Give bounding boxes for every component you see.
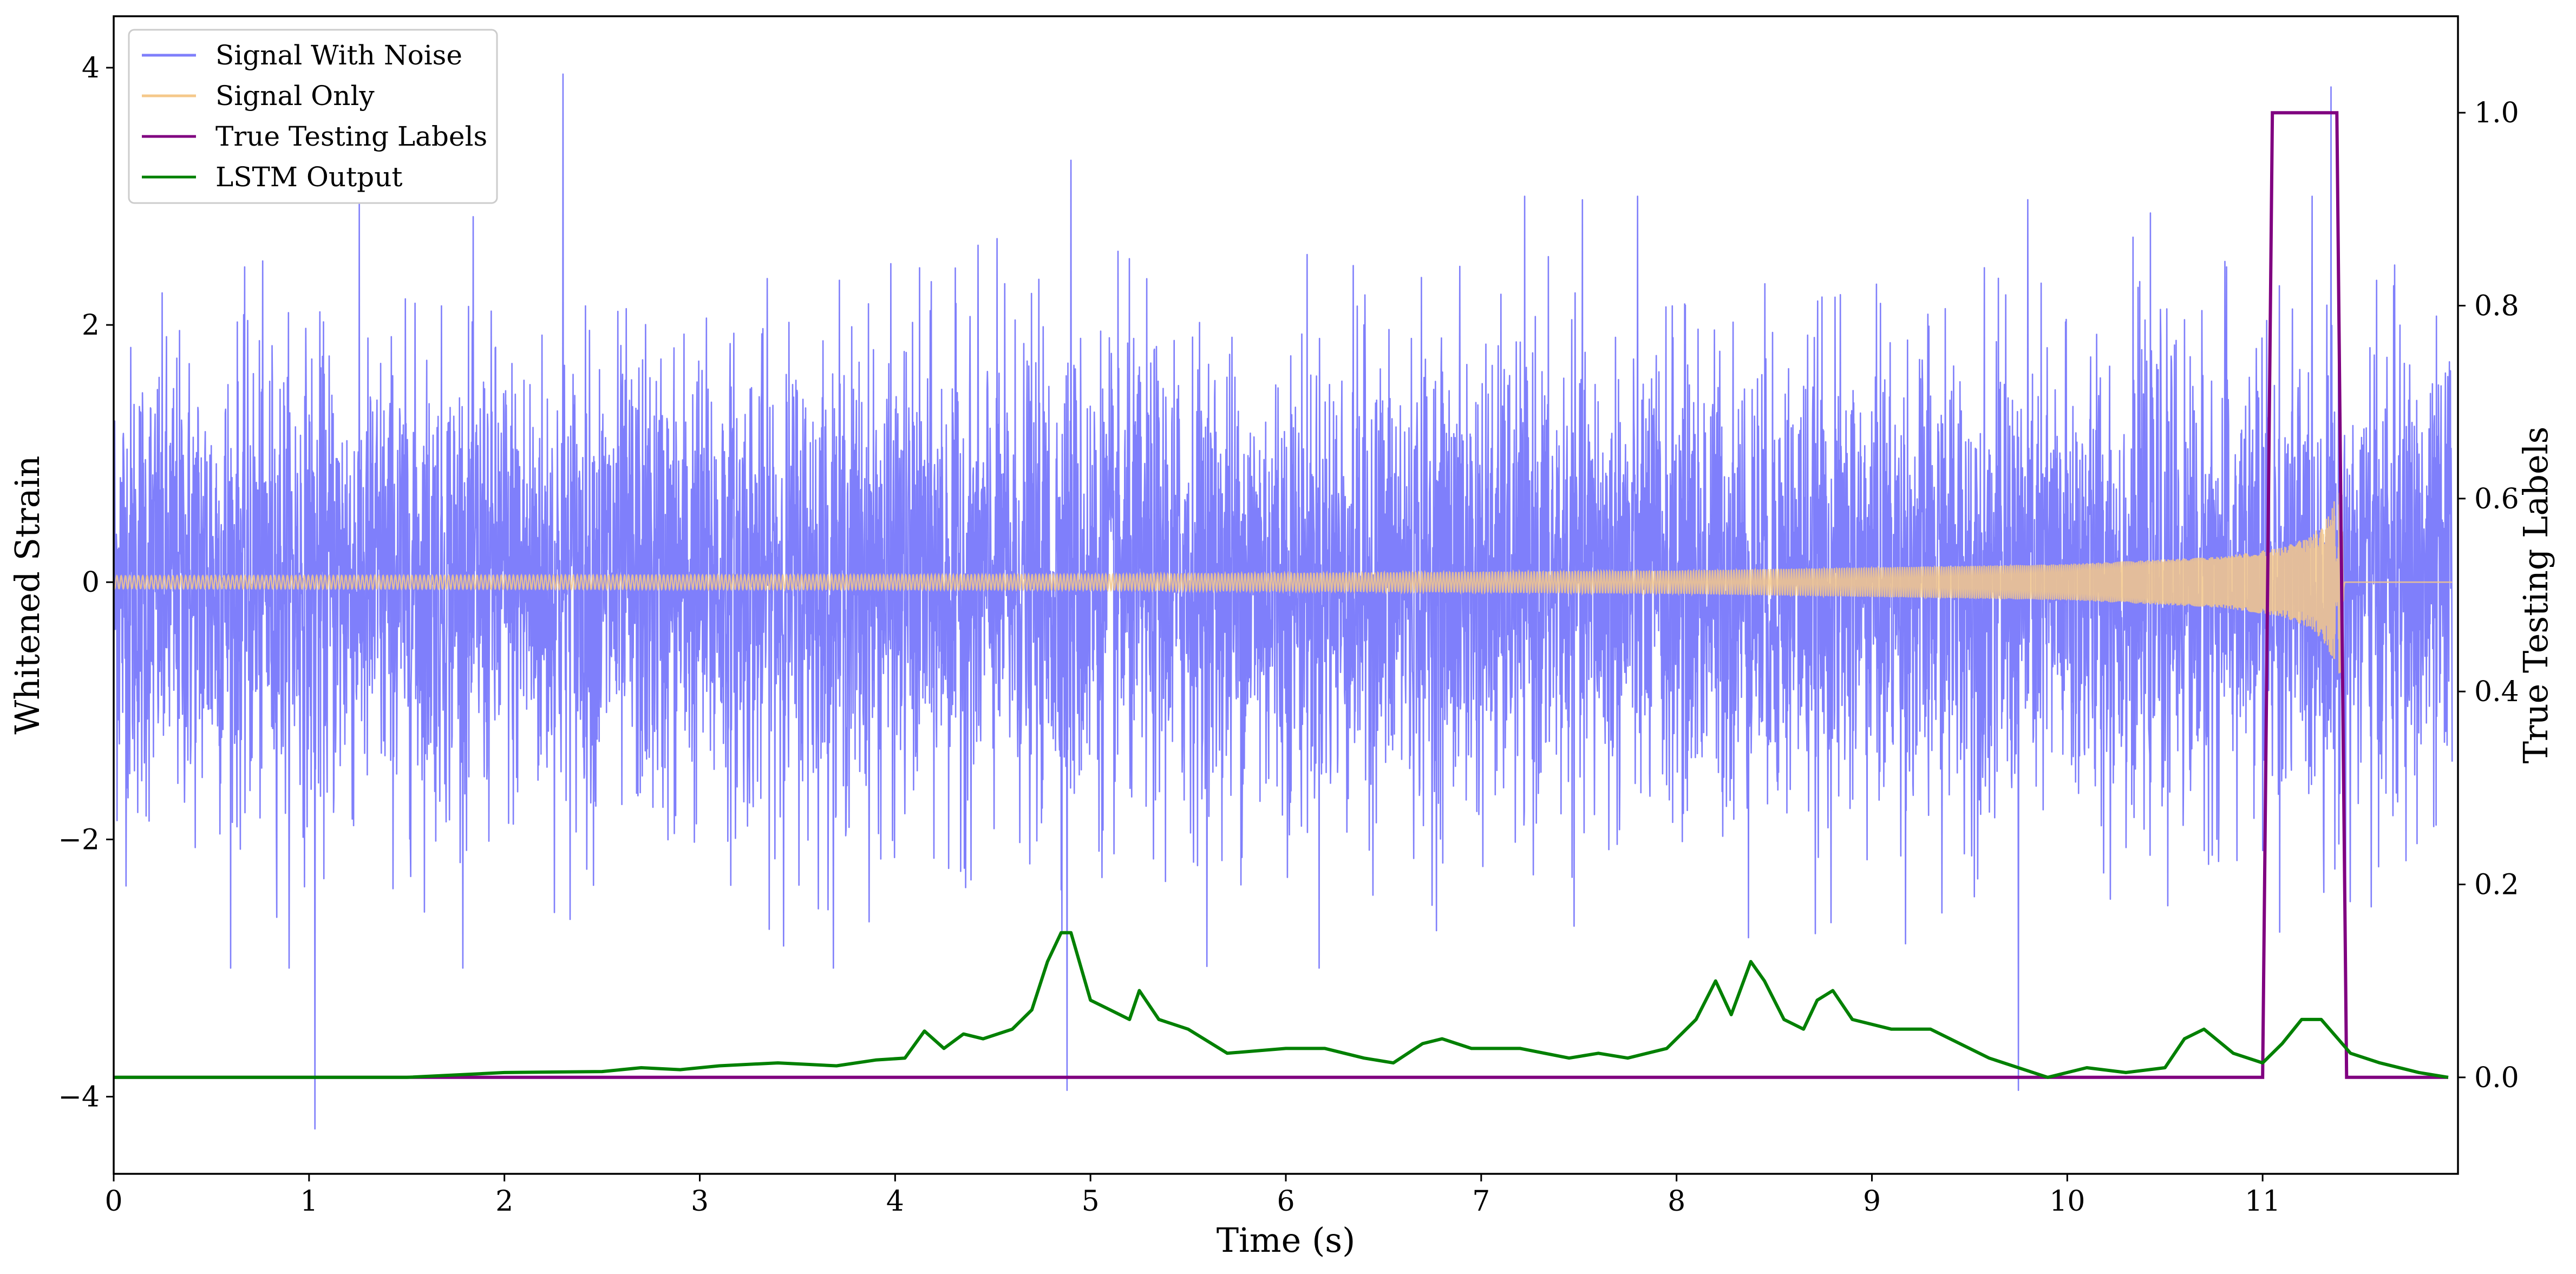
- y2-tick-label: 0.8: [2474, 290, 2519, 323]
- y2-tick-label: 0.0: [2474, 1062, 2519, 1094]
- y-tick-label: 2: [82, 309, 100, 342]
- series-line-true-testing-labels: [114, 111, 2448, 1079]
- x-tick-label: 0: [104, 1185, 122, 1218]
- x-tick-label: 2: [495, 1185, 513, 1218]
- y-tick-label: −2: [58, 824, 100, 856]
- y-tick-label: −4: [58, 1081, 100, 1113]
- y-axis-right: 0.0 0.2 0.4 0.6 0.8 1.0: [2458, 97, 2519, 1094]
- x-axis: 0 1 2 3 4 5 6 7 8 9 10 11: [104, 1174, 2280, 1218]
- x-tick-label: 9: [1863, 1185, 1881, 1218]
- series-line-signal-only: [114, 493, 2453, 674]
- x-tick-label: 7: [1472, 1185, 1490, 1218]
- x-tick-label: 11: [2245, 1185, 2280, 1218]
- legend-box: [128, 29, 498, 204]
- legend-label-lstm-output: LSTM Output: [215, 161, 402, 193]
- y-axis-left: −4 −2 0 2 4: [58, 52, 114, 1113]
- x-tick-label: 8: [1668, 1185, 1685, 1218]
- x-tick-label: 10: [2049, 1185, 2085, 1218]
- legend-label-signal-with-noise: Signal With Noise: [215, 40, 462, 71]
- y-tick-label: 0: [82, 566, 100, 599]
- legend: Signal With Noise Signal Only True Testi…: [128, 29, 498, 204]
- y-axis-label: Whitened Strain: [8, 456, 47, 735]
- series-line-lstm-output: [114, 931, 2449, 1079]
- x-tick-label: 4: [886, 1185, 904, 1218]
- x-tick-label: 6: [1277, 1185, 1294, 1218]
- y-tick-label: 4: [82, 52, 100, 84]
- x-axis-label: Time (s): [1217, 1220, 1356, 1260]
- x-tick-label: 1: [300, 1185, 318, 1218]
- y2-tick-label: 0.4: [2474, 676, 2519, 708]
- series-line-signal-with-noise: [114, 73, 2453, 1130]
- y2-tick-label: 0.6: [2474, 483, 2519, 515]
- plot-area: [114, 73, 2453, 1130]
- y2-axis-label: True Testing Labels: [2516, 427, 2555, 764]
- y2-tick-label: 0.2: [2474, 869, 2519, 901]
- legend-label-signal-only: Signal Only: [215, 80, 375, 112]
- x-tick-label: 3: [691, 1185, 709, 1218]
- y2-tick-label: 1.0: [2474, 97, 2519, 129]
- legend-label-true-testing-labels: True Testing Labels: [215, 121, 487, 152]
- x-tick-label: 5: [1082, 1185, 1100, 1218]
